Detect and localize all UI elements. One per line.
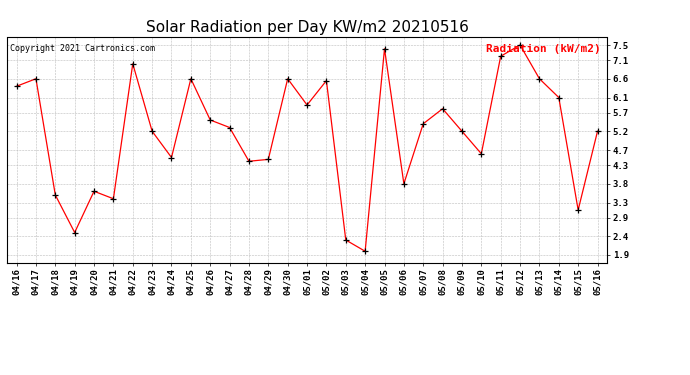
Title: Solar Radiation per Day KW/m2 20210516: Solar Radiation per Day KW/m2 20210516 — [146, 20, 469, 35]
Text: Copyright 2021 Cartronics.com: Copyright 2021 Cartronics.com — [10, 44, 155, 53]
Text: Radiation (kW/m2): Radiation (kW/m2) — [486, 44, 601, 54]
